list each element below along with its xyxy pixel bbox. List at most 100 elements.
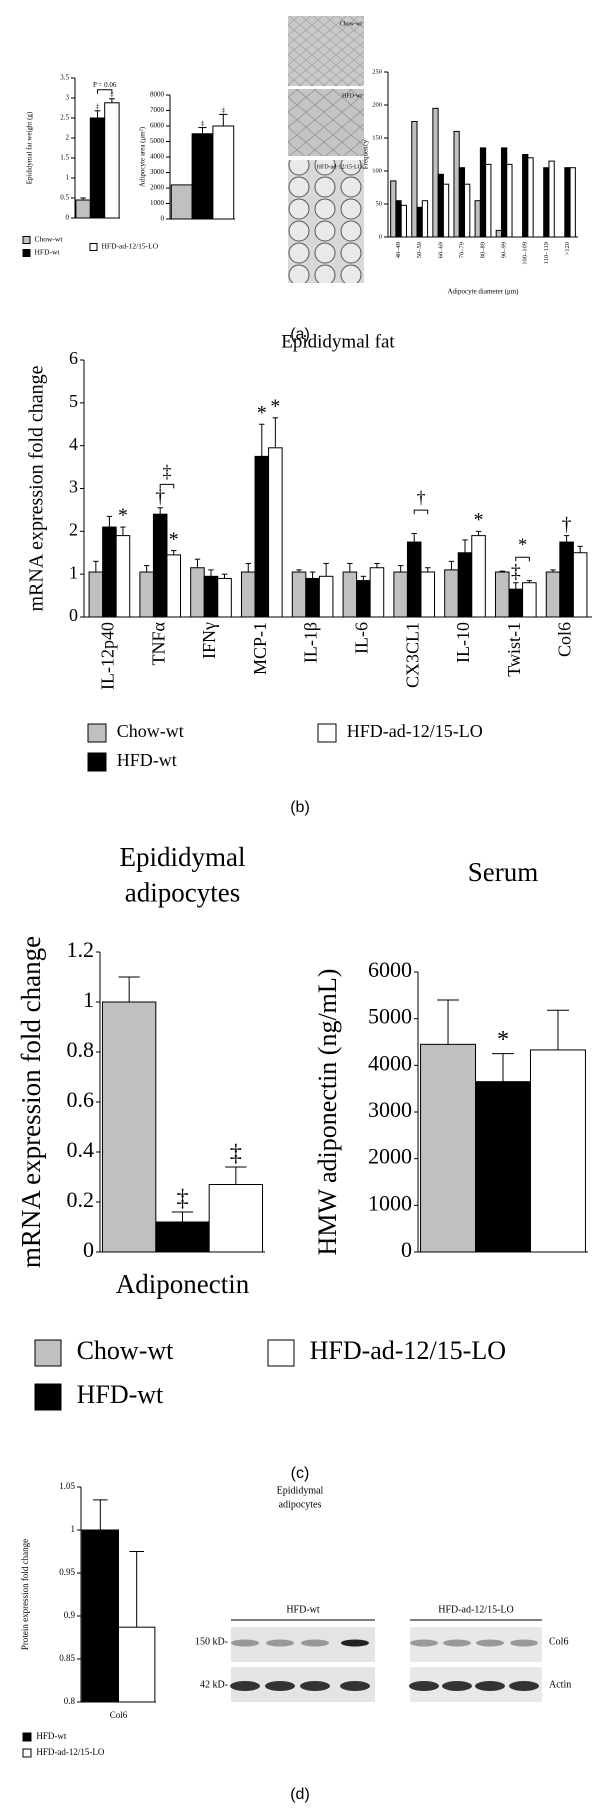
band bbox=[510, 1639, 538, 1647]
y-tick-label: 150 bbox=[372, 134, 382, 141]
error-bar bbox=[143, 565, 150, 573]
chart-title: Epididymal bbox=[120, 842, 246, 872]
legend-swatch bbox=[22, 236, 31, 244]
legend-swatch bbox=[22, 1732, 32, 1742]
error-bar bbox=[272, 417, 279, 448]
bar bbox=[203, 575, 219, 618]
band bbox=[341, 1639, 369, 1647]
bar bbox=[155, 1221, 210, 1253]
bracket-label: ‡ bbox=[162, 462, 171, 482]
error-bar bbox=[513, 582, 519, 590]
bar bbox=[191, 133, 214, 220]
y-tick-label: 0.5 bbox=[60, 194, 69, 202]
legend-swatch bbox=[22, 249, 31, 257]
x-tick-label: Col6 bbox=[555, 622, 575, 657]
bar bbox=[240, 571, 256, 618]
band bbox=[340, 1681, 370, 1691]
y-tick-label: 0 bbox=[69, 605, 78, 625]
bar bbox=[495, 229, 502, 238]
legend-swatch bbox=[317, 723, 337, 743]
band bbox=[266, 1639, 294, 1647]
bar bbox=[305, 577, 320, 618]
x-tick-label: Col6 bbox=[110, 1710, 128, 1720]
bar bbox=[102, 526, 117, 618]
x-tick-label: 110–119 bbox=[543, 242, 550, 264]
blot-group: HFD-ad-12/15-LO bbox=[438, 1604, 514, 1615]
bar bbox=[522, 154, 529, 238]
legend-swatch bbox=[87, 723, 107, 743]
y-tick-label: 1.05 bbox=[59, 1481, 75, 1491]
band bbox=[475, 1681, 505, 1691]
bar bbox=[421, 200, 429, 238]
x-tick-label: IL-12p40 bbox=[98, 622, 118, 690]
legend-label: Chow-wt bbox=[35, 235, 64, 244]
band bbox=[410, 1639, 438, 1647]
error-bar bbox=[492, 1053, 514, 1082]
error-bar bbox=[397, 565, 404, 573]
bracket bbox=[413, 509, 429, 515]
y-tick-label: 7000 bbox=[150, 106, 165, 114]
y-tick-label: 3 bbox=[69, 477, 78, 497]
x-axis-label: Adipocyte diameter (μm) bbox=[447, 288, 519, 296]
y-tick-label: 0.85 bbox=[59, 1653, 75, 1663]
chart-title: Epididymal fat bbox=[281, 331, 395, 352]
error-bar bbox=[296, 569, 302, 573]
x-tick-label: 90–99 bbox=[501, 242, 508, 258]
y-tick-label: 0.8 bbox=[64, 1696, 76, 1706]
micrographs: Chow-wt HFD-wt HFD-ad-12/15-LO bbox=[288, 16, 364, 283]
bar bbox=[400, 204, 407, 238]
error-bar bbox=[118, 976, 140, 1002]
bar bbox=[152, 513, 168, 618]
error-bar bbox=[526, 580, 533, 583]
bracket-label: † bbox=[416, 487, 425, 507]
legend-label: HFD-ad-12/15-LO bbox=[36, 1747, 104, 1757]
bar bbox=[395, 200, 402, 238]
legend-label: HFD-wt bbox=[36, 1731, 67, 1741]
bracket bbox=[97, 89, 113, 94]
error-bar bbox=[245, 562, 251, 573]
bar bbox=[208, 1184, 264, 1253]
bar bbox=[548, 160, 555, 238]
bar bbox=[390, 180, 397, 238]
y-tick-label: 250 bbox=[372, 68, 382, 75]
error-bar bbox=[309, 571, 316, 579]
y-tick-label: 3.5 bbox=[60, 74, 69, 82]
bar bbox=[453, 130, 460, 238]
y-axis-label: Adipocyte area (μm²) bbox=[139, 126, 147, 187]
y-tick-label: 6 bbox=[69, 348, 78, 368]
bar bbox=[479, 147, 487, 238]
significance: * bbox=[497, 1026, 509, 1053]
y-tick-label: 0.4 bbox=[67, 1137, 95, 1162]
y-tick-label: 3000 bbox=[368, 1097, 412, 1122]
panel-caption: (c) bbox=[291, 1465, 310, 1482]
bar bbox=[420, 1043, 477, 1253]
y-tick-label: 8000 bbox=[150, 91, 165, 99]
error-bar bbox=[129, 1551, 144, 1628]
y-tick-label: 0.6 bbox=[67, 1087, 95, 1112]
micrograph bbox=[288, 89, 364, 156]
y-tick-label: 2000 bbox=[368, 1144, 412, 1169]
chart-title: adipocytes bbox=[125, 877, 240, 907]
error-bar bbox=[225, 1166, 247, 1185]
bracket-label: P = 0.06 bbox=[93, 81, 117, 89]
legend-swatch bbox=[87, 752, 107, 772]
bar bbox=[437, 173, 444, 238]
legend-label: HFD-wt bbox=[117, 750, 177, 770]
error-bar bbox=[171, 550, 177, 555]
bar bbox=[115, 535, 131, 618]
legend-label: HFD-ad-12/15-LO bbox=[347, 721, 483, 741]
panel-caption: (b) bbox=[290, 799, 310, 816]
y-tick-label: 4000 bbox=[150, 153, 165, 161]
error-bar bbox=[208, 569, 214, 577]
y-tick-label: 200 bbox=[372, 101, 382, 108]
error-bar bbox=[94, 110, 101, 118]
significance: ‡ bbox=[96, 102, 100, 111]
error-bar bbox=[374, 562, 380, 568]
y-tick-label: 0 bbox=[379, 233, 382, 240]
bar bbox=[471, 535, 486, 618]
error-bar bbox=[448, 560, 455, 570]
legend-label: Chow-wt bbox=[77, 1336, 175, 1365]
y-tick-label: 1000 bbox=[368, 1190, 412, 1215]
band bbox=[231, 1639, 259, 1647]
x-tick-label: Twist-1 bbox=[504, 622, 524, 677]
